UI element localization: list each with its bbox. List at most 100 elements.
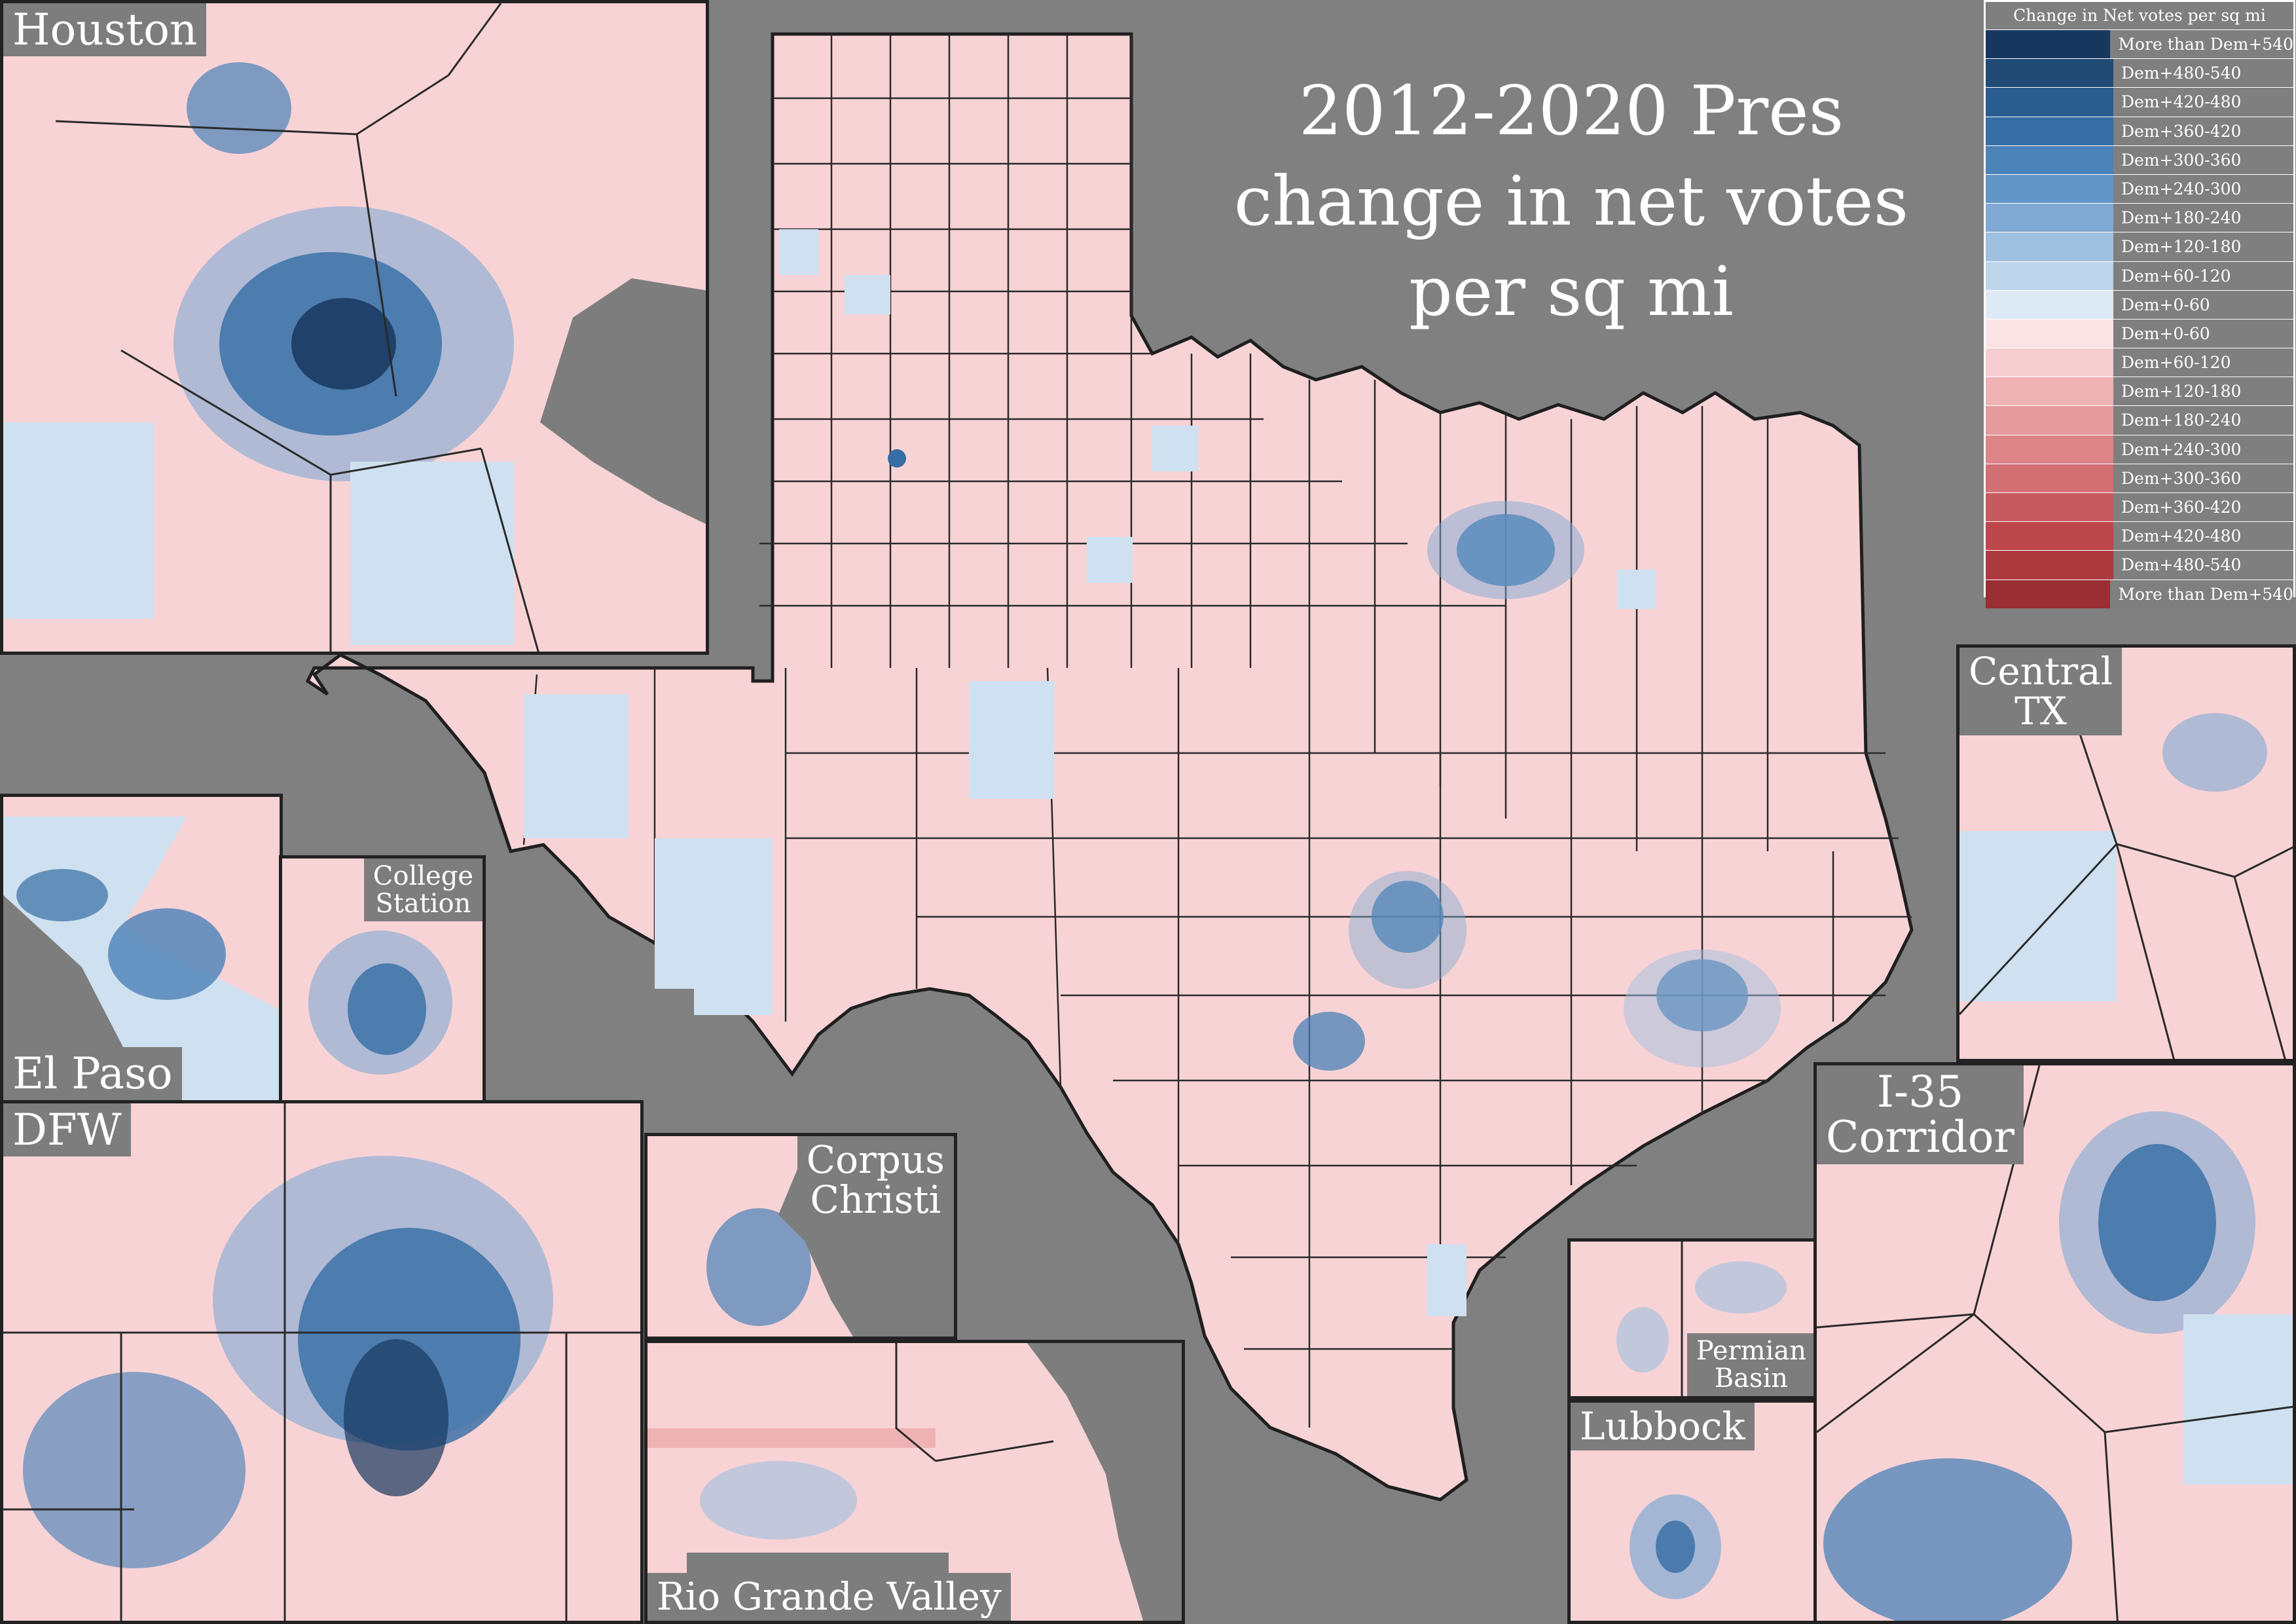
legend-item: Dem+0-60: [1986, 289, 2293, 319]
legend-swatch: [1986, 435, 2113, 464]
legend-item: Dem+480-540: [1986, 58, 2293, 88]
legend-label: Dem+60-120: [2113, 261, 2293, 290]
label-el-paso: El Paso: [3, 1046, 182, 1100]
legend-swatch: [1986, 59, 2113, 88]
inset-el-paso: El Paso: [0, 794, 283, 1103]
legend-swatch: [1986, 261, 2113, 290]
legend-swatch: [1986, 30, 2111, 59]
permian-basin-line-1: Permian: [1696, 1336, 1806, 1366]
legend-label: Dem+420-480: [2113, 88, 2293, 117]
label-permian-basin: Permian Basin: [1686, 1333, 1815, 1396]
inset-lubbock: Lubbock: [1567, 1399, 1819, 1624]
legend-label: Dem+0-60: [2113, 290, 2293, 319]
label-lubbock: Lubbock: [1571, 1403, 1755, 1450]
central-tx-line-1: Central: [1969, 649, 2113, 693]
legend-label: More than Dem+540: [2110, 30, 2293, 59]
label-houston: Houston: [3, 3, 207, 57]
legend-item: Dem+60-120: [1986, 348, 2293, 377]
legend-item: Dem+120-180: [1986, 377, 2293, 406]
legend-swatch: [1986, 290, 2113, 319]
legend-swatch: [1986, 377, 2113, 406]
inset-college-station: College Station: [279, 855, 486, 1104]
legend-item: Dem+180-240: [1986, 405, 2293, 435]
legend-swatch: [1986, 551, 2113, 580]
permian-basin-line-2: Basin: [1714, 1363, 1789, 1393]
label-i35-corridor: I-35 Corridor: [1817, 1065, 2024, 1164]
legend-item: More than Dem+540: [1986, 579, 2293, 608]
legend-label: Dem+360-420: [2113, 117, 2293, 145]
legend-item: Dem+420-480: [1986, 87, 2293, 117]
legend-item: Dem+180-240: [1986, 203, 2293, 232]
map-title: 2012-2020 Pres change in net votes per s…: [1074, 65, 2069, 337]
legend-label: Dem+180-240: [2113, 406, 2293, 435]
legend-item: Dem+240-300: [1986, 174, 2293, 204]
legend-label: Dem+120-180: [2113, 377, 2293, 406]
inset-houston: Houston: [0, 0, 709, 655]
legend-label: Dem+480-540: [2113, 551, 2293, 580]
corpus-christi-line-2: Christi: [810, 1177, 941, 1222]
legend-item: Dem+360-420: [1986, 492, 2293, 522]
i35-corridor-line-2: Corridor: [1826, 1112, 2014, 1163]
legend-label: Dem+120-180: [2113, 232, 2293, 261]
legend-swatch: [1986, 406, 2113, 435]
legend-swatch: [1986, 88, 2113, 117]
legend-label: More than Dem+540: [2110, 580, 2293, 608]
county-boundaries: [522, 34, 1912, 1428]
legend-item: Dem+60-120: [1986, 261, 2293, 290]
legend-swatch: [1986, 464, 2113, 492]
college-station-line-2: Station: [375, 889, 471, 919]
legend-swatch: [1986, 493, 2113, 522]
inset-dfw: DFW: [0, 1100, 644, 1624]
title-line-2: change in net votes: [1233, 161, 1909, 241]
legend-swatch: [1986, 232, 2113, 261]
legend-swatch: [1986, 117, 2113, 145]
inset-rio-grande-valley: Rio Grande Valley: [644, 1340, 1185, 1624]
legend-label: Dem+480-540: [2113, 59, 2293, 88]
legend-swatch: [1986, 580, 2111, 608]
legend-item: More than Dem+540: [1986, 29, 2293, 59]
label-corpus-christi: Corpus Christi: [797, 1136, 954, 1224]
legend-label: Dem+420-480: [2113, 522, 2293, 551]
legend-item: Dem+420-480: [1986, 521, 2293, 551]
title-line-1: 2012-2020 Pres: [1298, 71, 1844, 151]
legend-label: Dem+300-360: [2113, 464, 2293, 492]
legend-title: Change in Net votes per sq mi: [1986, 2, 2293, 29]
legend-label: Dem+300-360: [2113, 145, 2293, 174]
i35-corridor-line-1: I-35: [1876, 1067, 1964, 1117]
legend-item: Dem+300-360: [1986, 145, 2293, 174]
legend-label: Dem+60-120: [2113, 348, 2293, 377]
legend-item: Dem+120-180: [1986, 232, 2293, 261]
blue-clusters: [524, 229, 1781, 1316]
central-tx-line-2: TX: [2014, 688, 2068, 733]
inset-i35-corridor: I-35 Corridor: [1813, 1062, 2296, 1624]
legend: Change in Net votes per sq mi More than …: [1984, 0, 2295, 608]
texas-outline: [305, 32, 1914, 1502]
label-college-station: College Station: [363, 858, 483, 921]
legend-swatch: [1986, 348, 2113, 377]
legend-item: Dem+480-540: [1986, 550, 2293, 580]
label-dfw: DFW: [3, 1103, 131, 1157]
college-station-line-1: College: [373, 861, 473, 891]
label-central-tx: Central TX: [1959, 648, 2123, 735]
title-line-3: per sq mi: [1409, 251, 1734, 331]
inset-permian-basin: Permian Basin: [1567, 1238, 1819, 1399]
legend-swatch: [1986, 319, 2113, 348]
legend-label: Dem+240-300: [2113, 174, 2293, 204]
label-rio-grande-valley: Rio Grande Valley: [647, 1573, 1011, 1621]
houston-map: [3, 3, 706, 652]
legend-label: Dem+240-300: [2113, 435, 2293, 464]
legend-swatch: [1986, 174, 2113, 204]
legend-swatch: [1986, 145, 2113, 174]
corpus-christi-line-1: Corpus: [806, 1137, 945, 1182]
legend-item: Dem+300-360: [1986, 463, 2293, 492]
legend-swatch: [1986, 204, 2113, 232]
inset-corpus-christi: Corpus Christi: [644, 1133, 957, 1340]
legend-item: Dem+0-60: [1986, 318, 2293, 348]
legend-item: Dem+240-300: [1986, 434, 2293, 464]
legend-rows: More than Dem+540 Dem+480-540 Dem+420-480 D…: [1986, 29, 2293, 608]
legend-item: Dem+360-420: [1986, 116, 2293, 145]
legend-label: Dem+0-60: [2113, 319, 2293, 348]
inset-central-tx: Central TX: [1956, 644, 2296, 1062]
legend-swatch: [1986, 522, 2113, 551]
